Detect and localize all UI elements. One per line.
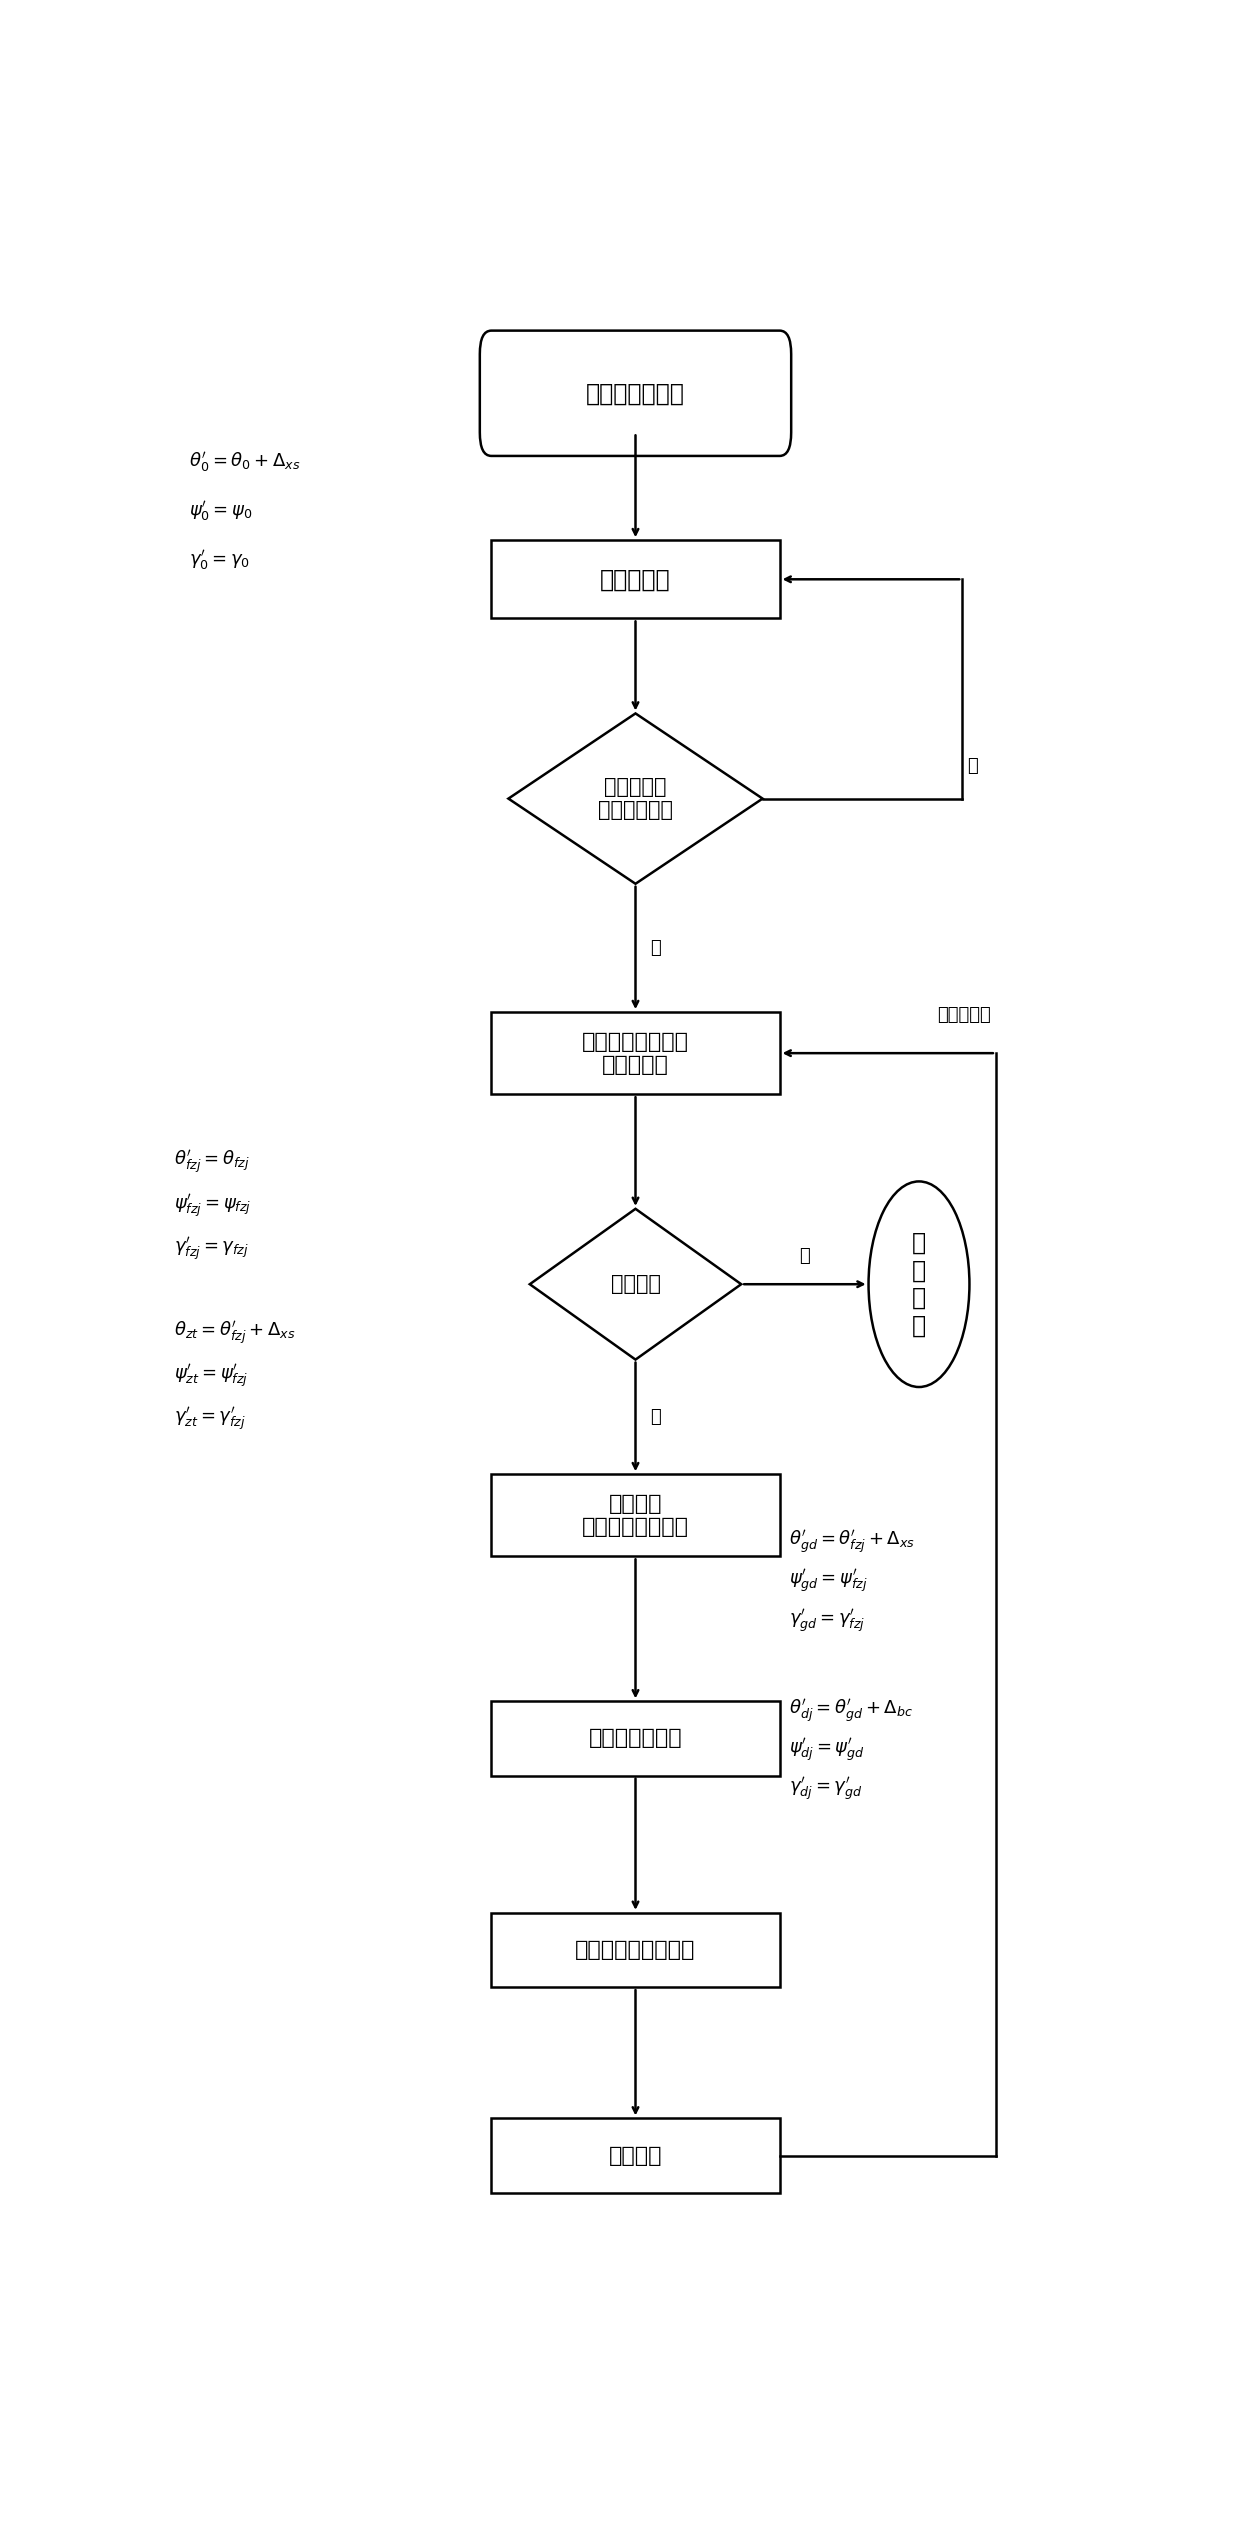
Text: $\theta_{fzj}'=\theta_{fzj}$: $\theta_{fzj}'=\theta_{fzj}$ [174,1149,250,1177]
Text: $\gamma_{zt}'=\gamma_{fzj}'$: $\gamma_{zt}'=\gamma_{fzj}'$ [174,1406,247,1432]
Text: $\psi_{zt}'=\psi_{fzj}'$: $\psi_{zt}'=\psi_{fzj}'$ [174,1363,249,1391]
Text: 否: 否 [967,758,978,776]
Text: $\psi_{gd}'=\psi_{fzj}'$: $\psi_{gd}'=\psi_{fzj}'$ [789,1569,868,1594]
Text: 补偿注入计算机: 补偿注入计算机 [589,1729,682,1750]
Text: 弹道信息实时解算
叠加牺牲角: 弹道信息实时解算 叠加牺牲角 [582,1032,689,1076]
Text: $\gamma_{gd}'=\gamma_{fzj}'$: $\gamma_{gd}'=\gamma_{fzj}'$ [789,1607,866,1635]
Text: 转台执行
惯性导航装置敏感: 转台执行 惯性导航装置敏感 [582,1493,689,1536]
Text: 初始姿态角装订: 初始姿态角装订 [587,381,684,404]
Text: 舵反馈信息: 舵反馈信息 [937,1007,991,1025]
Text: 转台初始化: 转台初始化 [600,567,671,593]
Text: 弹载计算机控制解算: 弹载计算机控制解算 [575,1940,696,1961]
Bar [491,2118,780,2192]
Text: $\theta_{zt}=\theta_{fzj}'+\Delta_{xs}$: $\theta_{zt}=\theta_{fzj}'+\Delta_{xs}$ [174,1320,296,1348]
Polygon shape [529,1208,742,1361]
Text: $\psi_{fzj}'=\psi_{fzj}$: $\psi_{fzj}'=\psi_{fzj}$ [174,1193,252,1221]
Text: 是: 是 [800,1246,810,1264]
Text: 仿
真
结
束: 仿 真 结 束 [911,1231,926,1338]
Text: 舵机响应: 舵机响应 [609,2146,662,2167]
Text: 仿真计算机
查询是否激发: 仿真计算机 查询是否激发 [598,778,673,821]
Text: $\psi_0'=\psi_0$: $\psi_0'=\psi_0$ [188,498,252,524]
Text: $\psi_{dj}'=\psi_{gd}'$: $\psi_{dj}'=\psi_{gd}'$ [789,1737,866,1765]
Text: $\gamma_{fzj}'=\gamma_{fzj}$: $\gamma_{fzj}'=\gamma_{fzj}$ [174,1236,249,1261]
Text: $\theta_{gd}'=\theta_{fzj}'+\Delta_{xs}$: $\theta_{gd}'=\theta_{fzj}'+\Delta_{xs}$ [789,1528,915,1556]
Bar [491,1475,780,1556]
Text: $\gamma_{dj}'=\gamma_{gd}'$: $\gamma_{dj}'=\gamma_{gd}'$ [789,1775,863,1803]
Bar [491,1012,780,1093]
Bar [491,1701,780,1775]
Text: $\gamma_0'=\gamma_0$: $\gamma_0'=\gamma_0$ [188,547,249,572]
Text: $\theta_{dj}'=\theta_{gd}'+\Delta_{bc}$: $\theta_{dj}'=\theta_{gd}'+\Delta_{bc}$ [789,1699,913,1724]
FancyBboxPatch shape [480,331,791,455]
Text: 条件判停: 条件判停 [610,1274,661,1294]
Ellipse shape [868,1182,970,1386]
Text: 是: 是 [650,938,661,956]
Polygon shape [508,715,763,885]
Text: 否: 否 [650,1409,661,1427]
Bar [491,539,780,618]
Text: $\theta_0'=\theta_0+\Delta_{xs}$: $\theta_0'=\theta_0+\Delta_{xs}$ [188,450,300,473]
Bar [491,1912,780,1986]
